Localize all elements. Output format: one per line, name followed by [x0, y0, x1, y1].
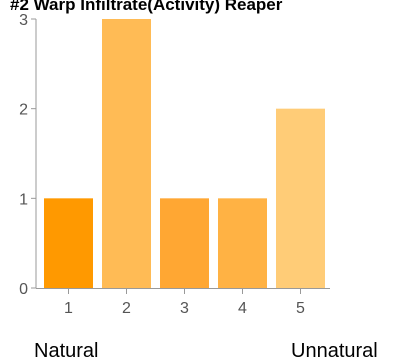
bar-3 [160, 198, 209, 288]
scale-low-label: Natural [34, 340, 99, 362]
x-tick-label: 1 [64, 300, 73, 317]
y-tick-label: 0 [19, 281, 28, 298]
chart-bars [44, 19, 325, 289]
chart-title: #2 Warp Infiltrate(Activity) Reaper [10, 0, 283, 14]
bar-1 [44, 198, 93, 288]
bar-2 [102, 19, 151, 288]
x-tick-label: 2 [122, 300, 131, 317]
y-tick-label: 3 [19, 12, 28, 29]
y-tick-label: 2 [19, 102, 28, 119]
x-tick-label: 3 [180, 300, 189, 317]
scale-high-label: Unnatural [291, 340, 378, 362]
x-tick-label: 4 [238, 300, 247, 317]
bar-chart: 0 1 2 3 1 2 3 4 5 [19, 12, 330, 317]
y-tick-label: 1 [19, 191, 28, 208]
chart-ticks: 0 1 2 3 1 2 3 4 5 [19, 12, 305, 317]
chart-axes [35, 19, 330, 289]
x-tick-label: 5 [296, 300, 305, 317]
bar-5 [276, 108, 325, 289]
bar-4 [218, 198, 267, 288]
